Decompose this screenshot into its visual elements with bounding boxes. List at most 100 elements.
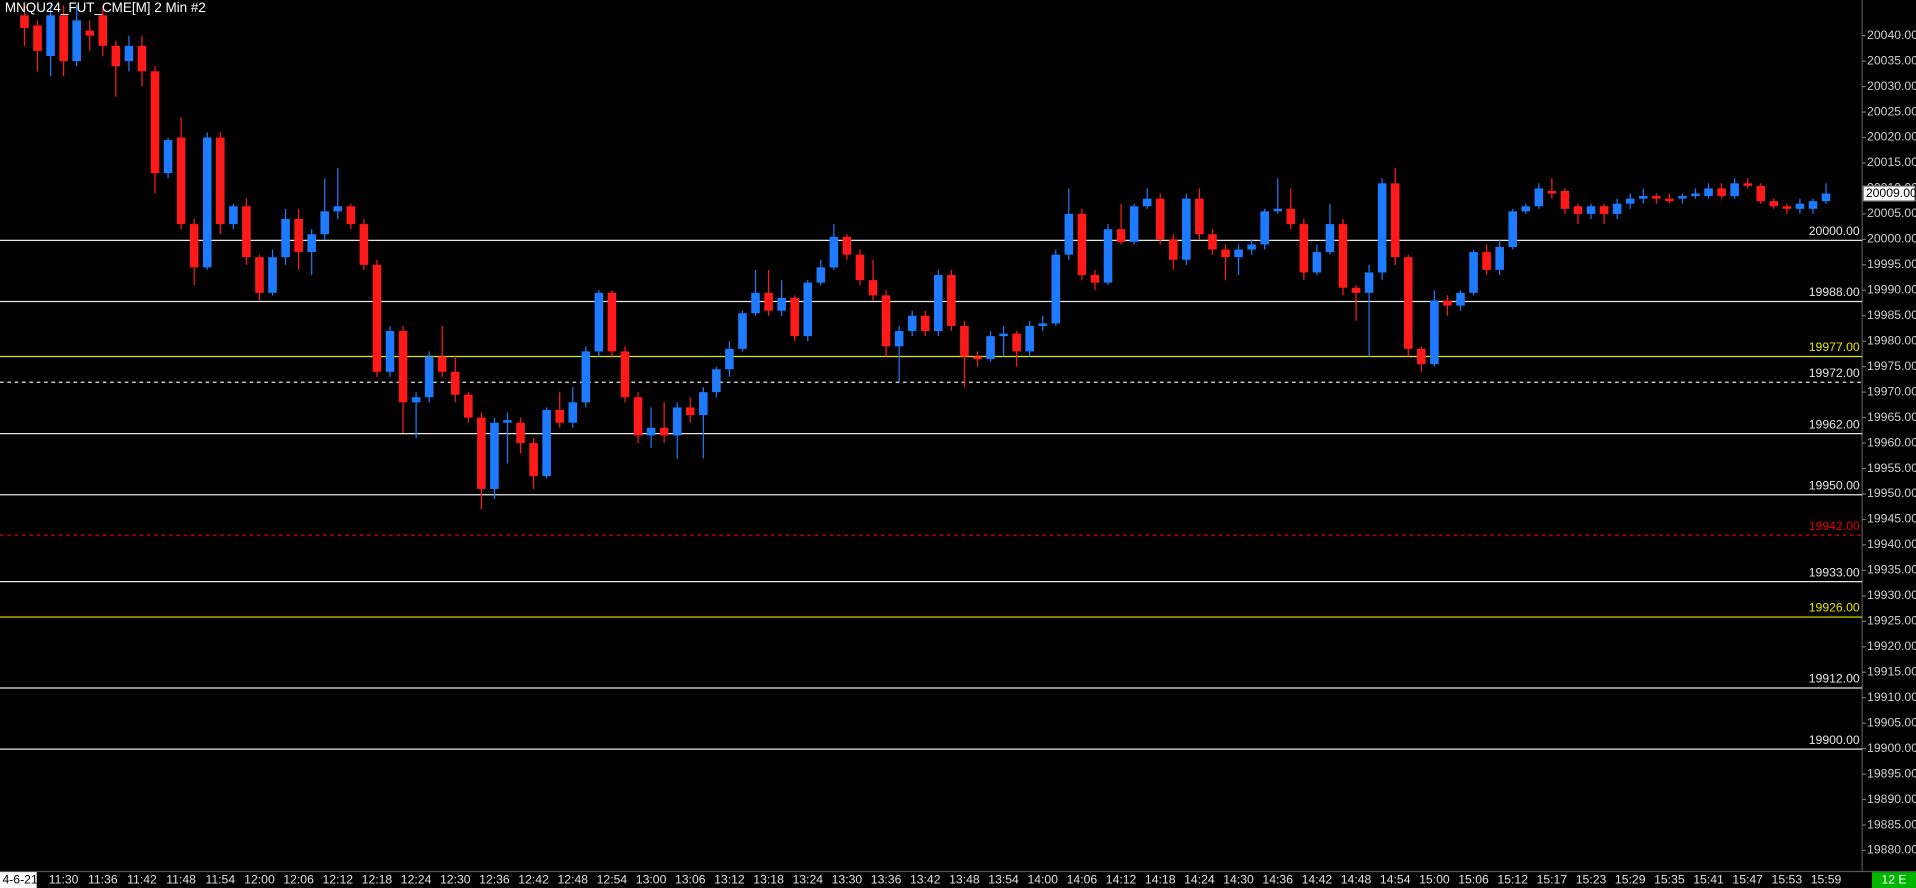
x-tick-label: 13:30 bbox=[832, 872, 863, 886]
candle-body bbox=[1064, 213, 1074, 255]
y-tick-label: 19935.00 bbox=[1867, 563, 1916, 577]
y-tick-label: 19905.00 bbox=[1867, 715, 1916, 729]
candle-body bbox=[1730, 183, 1739, 197]
x-tick-label: 12:12 bbox=[322, 872, 353, 886]
candle-body bbox=[1443, 300, 1452, 306]
candle-body bbox=[98, 15, 108, 46]
x-tick-label: 12:48 bbox=[557, 872, 588, 886]
level-label: 19933.00 bbox=[1809, 565, 1860, 579]
candle-body bbox=[986, 336, 995, 360]
candle-body bbox=[816, 267, 826, 283]
y-tick-label: 19925.00 bbox=[1867, 614, 1916, 628]
candle-body bbox=[1299, 224, 1309, 273]
candle-body bbox=[176, 137, 186, 225]
candle-body bbox=[281, 218, 290, 258]
candle-body bbox=[764, 292, 773, 311]
candle-body bbox=[464, 394, 473, 418]
x-tick-label: 11:48 bbox=[166, 872, 196, 886]
candle-body bbox=[1142, 198, 1152, 207]
candle-body bbox=[320, 211, 330, 235]
candle-body bbox=[633, 397, 643, 436]
candle-body bbox=[1312, 252, 1322, 273]
candle-body bbox=[490, 422, 499, 489]
candle-body bbox=[202, 137, 212, 268]
candle-body bbox=[229, 206, 238, 225]
candle-body bbox=[1821, 193, 1831, 202]
y-tick-label: 19890.00 bbox=[1867, 792, 1916, 806]
candle-body bbox=[46, 15, 55, 57]
candle-body bbox=[529, 443, 538, 477]
x-tick-label: 15:47 bbox=[1732, 872, 1763, 886]
x-tick-label: 13:42 bbox=[910, 872, 941, 886]
candle-body bbox=[1678, 196, 1687, 199]
candle-body bbox=[59, 15, 68, 62]
candle-body bbox=[1338, 224, 1348, 288]
candle-body bbox=[516, 422, 525, 444]
candle-body bbox=[346, 206, 356, 225]
candle-body bbox=[1808, 201, 1818, 209]
candle-body bbox=[1521, 206, 1531, 212]
candle-body bbox=[907, 315, 917, 332]
candle-body bbox=[1756, 185, 1766, 202]
x-tick-label: 14:42 bbox=[1302, 872, 1333, 886]
candle-body bbox=[1743, 183, 1752, 186]
y-tick-label: 20005.00 bbox=[1867, 206, 1916, 220]
level-label: 20000.00 bbox=[1809, 224, 1860, 238]
y-tick-label: 19995.00 bbox=[1867, 257, 1916, 271]
candle-body bbox=[973, 356, 982, 360]
candle-body bbox=[1377, 183, 1387, 273]
badge: 12 E bbox=[1881, 872, 1906, 886]
candle-body bbox=[385, 331, 395, 372]
level-label: 19988.00 bbox=[1809, 285, 1860, 299]
x-tick-label: 12:54 bbox=[597, 872, 628, 886]
candle-body bbox=[189, 224, 199, 268]
badge-box bbox=[1871, 872, 1916, 888]
level-label: 19972.00 bbox=[1809, 366, 1860, 380]
y-tick-label: 19955.00 bbox=[1867, 461, 1916, 475]
y-tick-label: 20000.00 bbox=[1867, 232, 1916, 246]
candle-body bbox=[294, 218, 303, 253]
candle-body bbox=[1051, 254, 1061, 324]
candle-body bbox=[1221, 249, 1230, 258]
candle-body bbox=[216, 137, 225, 225]
candle-body bbox=[307, 234, 316, 253]
candle-body bbox=[477, 417, 486, 489]
candle-body bbox=[1417, 348, 1426, 365]
candles bbox=[20, 5, 1831, 510]
date-label: 4-6-21 bbox=[2, 872, 38, 886]
x-tick-label: 11:30 bbox=[49, 872, 79, 886]
candle-body bbox=[1482, 252, 1491, 270]
candle-body bbox=[150, 71, 160, 174]
x-tick-label: 12:30 bbox=[440, 872, 471, 886]
x-tick-label: 15:23 bbox=[1576, 872, 1607, 886]
candle-body bbox=[1403, 257, 1413, 349]
candle-body bbox=[581, 351, 591, 403]
candle-body bbox=[1534, 188, 1544, 207]
x-tick-label: 12:36 bbox=[479, 872, 510, 886]
candle-body bbox=[1116, 229, 1126, 242]
y-tick-label: 19885.00 bbox=[1867, 817, 1916, 831]
candle-body bbox=[712, 369, 721, 393]
y-tick-label: 19915.00 bbox=[1867, 664, 1916, 678]
candle-body bbox=[1560, 190, 1570, 209]
x-tick-label: 13:18 bbox=[753, 872, 784, 886]
candle-body bbox=[1155, 198, 1165, 240]
x-tick-label: 11:42 bbox=[127, 872, 157, 886]
x-tick-label: 13:06 bbox=[675, 872, 706, 886]
candle-body bbox=[1704, 188, 1713, 197]
candle-body bbox=[1273, 208, 1283, 212]
chart-title: MNQU24_FUT_CME[M] 2 Min #2 bbox=[5, 0, 206, 15]
x-tick-label: 13:54 bbox=[988, 872, 1019, 886]
candle-body bbox=[1234, 249, 1243, 258]
y-tick-label: 19945.00 bbox=[1867, 512, 1916, 526]
candle-body bbox=[503, 420, 512, 423]
y-tick-label: 19950.00 bbox=[1867, 486, 1916, 500]
x-tick-label: 13:36 bbox=[871, 872, 902, 886]
candle-body bbox=[424, 356, 434, 398]
x-tick-label: 15:35 bbox=[1654, 872, 1685, 886]
candle-body bbox=[1182, 198, 1191, 260]
candle-body bbox=[1625, 198, 1635, 204]
candle-body bbox=[437, 356, 447, 372]
candle-body bbox=[450, 371, 460, 395]
